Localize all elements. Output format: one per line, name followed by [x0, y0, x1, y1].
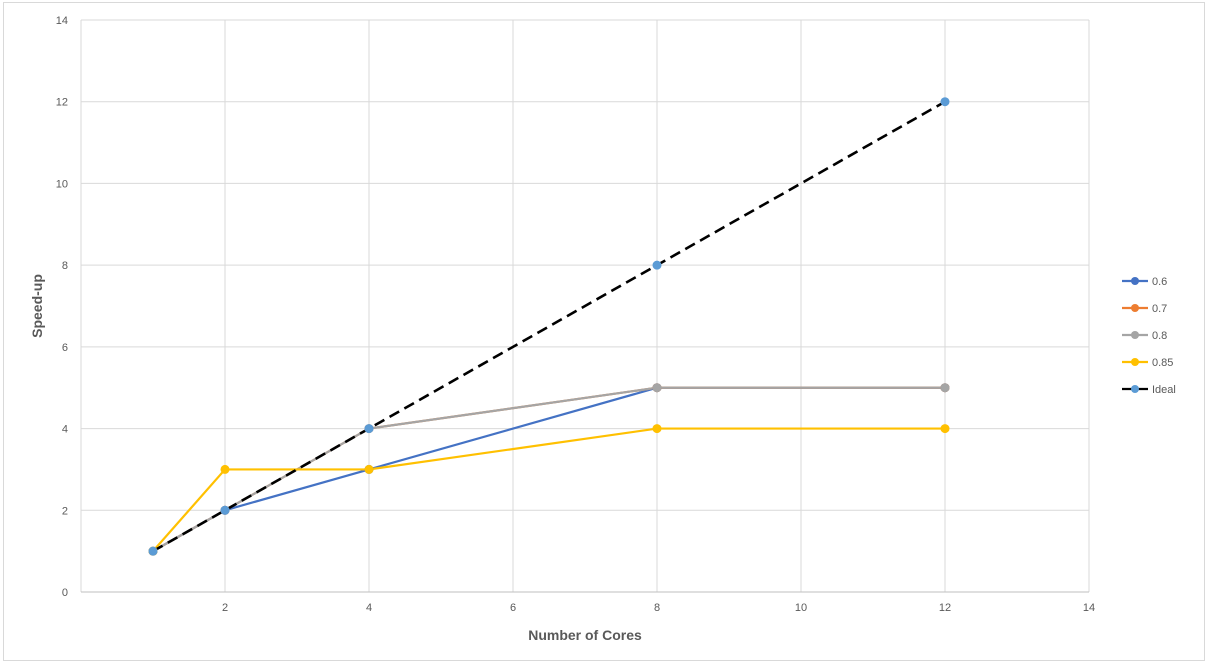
legend-item: 0.8 — [1122, 330, 1167, 342]
legend-marker-swatch — [1131, 358, 1139, 366]
y-tick-label: 2 — [62, 505, 68, 517]
y-tick-label: 6 — [62, 342, 68, 354]
data-point-0-85 — [652, 424, 662, 434]
x-axis-title: Number of Cores — [528, 627, 642, 643]
legend: 0.6 0.7 0.8 0.85 Ideal — [1122, 276, 1176, 396]
series-lines — [152, 100, 946, 553]
legend-marker-swatch — [1131, 277, 1139, 285]
x-tick-label: 12 — [939, 602, 951, 614]
axes: 0 2 4 6 8 10 12 14 2 4 6 8 10 12 14 — [56, 15, 1095, 614]
data-point-0-85 — [940, 424, 950, 434]
data-point-ideal — [364, 424, 374, 434]
speedup-line-chart: 0 2 4 6 8 10 12 14 2 4 6 8 10 12 14 Number of Cores Sp… — [29, 15, 1176, 643]
legend-marker-swatch — [1131, 385, 1139, 393]
y-axis-title: Speed-up — [29, 274, 45, 338]
x-tick-label: 4 — [366, 602, 372, 614]
legend-marker-swatch — [1131, 331, 1139, 339]
grid-lines — [81, 19, 1090, 592]
data-point-ideal — [940, 97, 950, 107]
data-point-ideal — [220, 505, 230, 515]
legend-item: 0.6 — [1122, 276, 1167, 288]
legend-label: 0.7 — [1152, 303, 1167, 315]
x-tick-label: 14 — [1083, 602, 1095, 614]
series-line-0-85 — [152, 427, 945, 552]
legend-item: Ideal — [1122, 384, 1176, 396]
data-point-0-85 — [364, 464, 374, 474]
legend-label: 0.85 — [1152, 357, 1173, 369]
x-tick-label: 6 — [510, 602, 516, 614]
y-tick-label: 10 — [56, 178, 68, 190]
data-point-0-8 — [652, 383, 662, 393]
series-markers — [148, 97, 950, 556]
legend-item: 0.85 — [1122, 357, 1173, 369]
data-point-0-8 — [940, 383, 950, 393]
y-tick-label: 8 — [62, 260, 68, 272]
x-tick-label: 2 — [222, 602, 228, 614]
y-tick-label: 4 — [62, 424, 68, 436]
legend-item: 0.7 — [1122, 303, 1167, 315]
legend-marker-swatch — [1131, 304, 1139, 312]
chart-frame: 0 2 4 6 8 10 12 14 2 4 6 8 10 12 14 Number of Cores Sp… — [3, 2, 1205, 661]
x-tick-label: 8 — [654, 602, 660, 614]
data-point-ideal — [652, 260, 662, 270]
x-tick-label: 10 — [795, 602, 807, 614]
y-tick-label: 14 — [56, 15, 68, 27]
legend-label: 0.6 — [1152, 276, 1167, 288]
data-point-ideal — [148, 546, 158, 556]
legend-label: 0.8 — [1152, 330, 1167, 342]
data-point-0-85 — [220, 464, 230, 474]
series-line-ideal — [152, 100, 946, 553]
y-tick-label: 0 — [62, 587, 68, 599]
legend-label: Ideal — [1152, 384, 1176, 396]
y-tick-label: 12 — [56, 97, 68, 109]
